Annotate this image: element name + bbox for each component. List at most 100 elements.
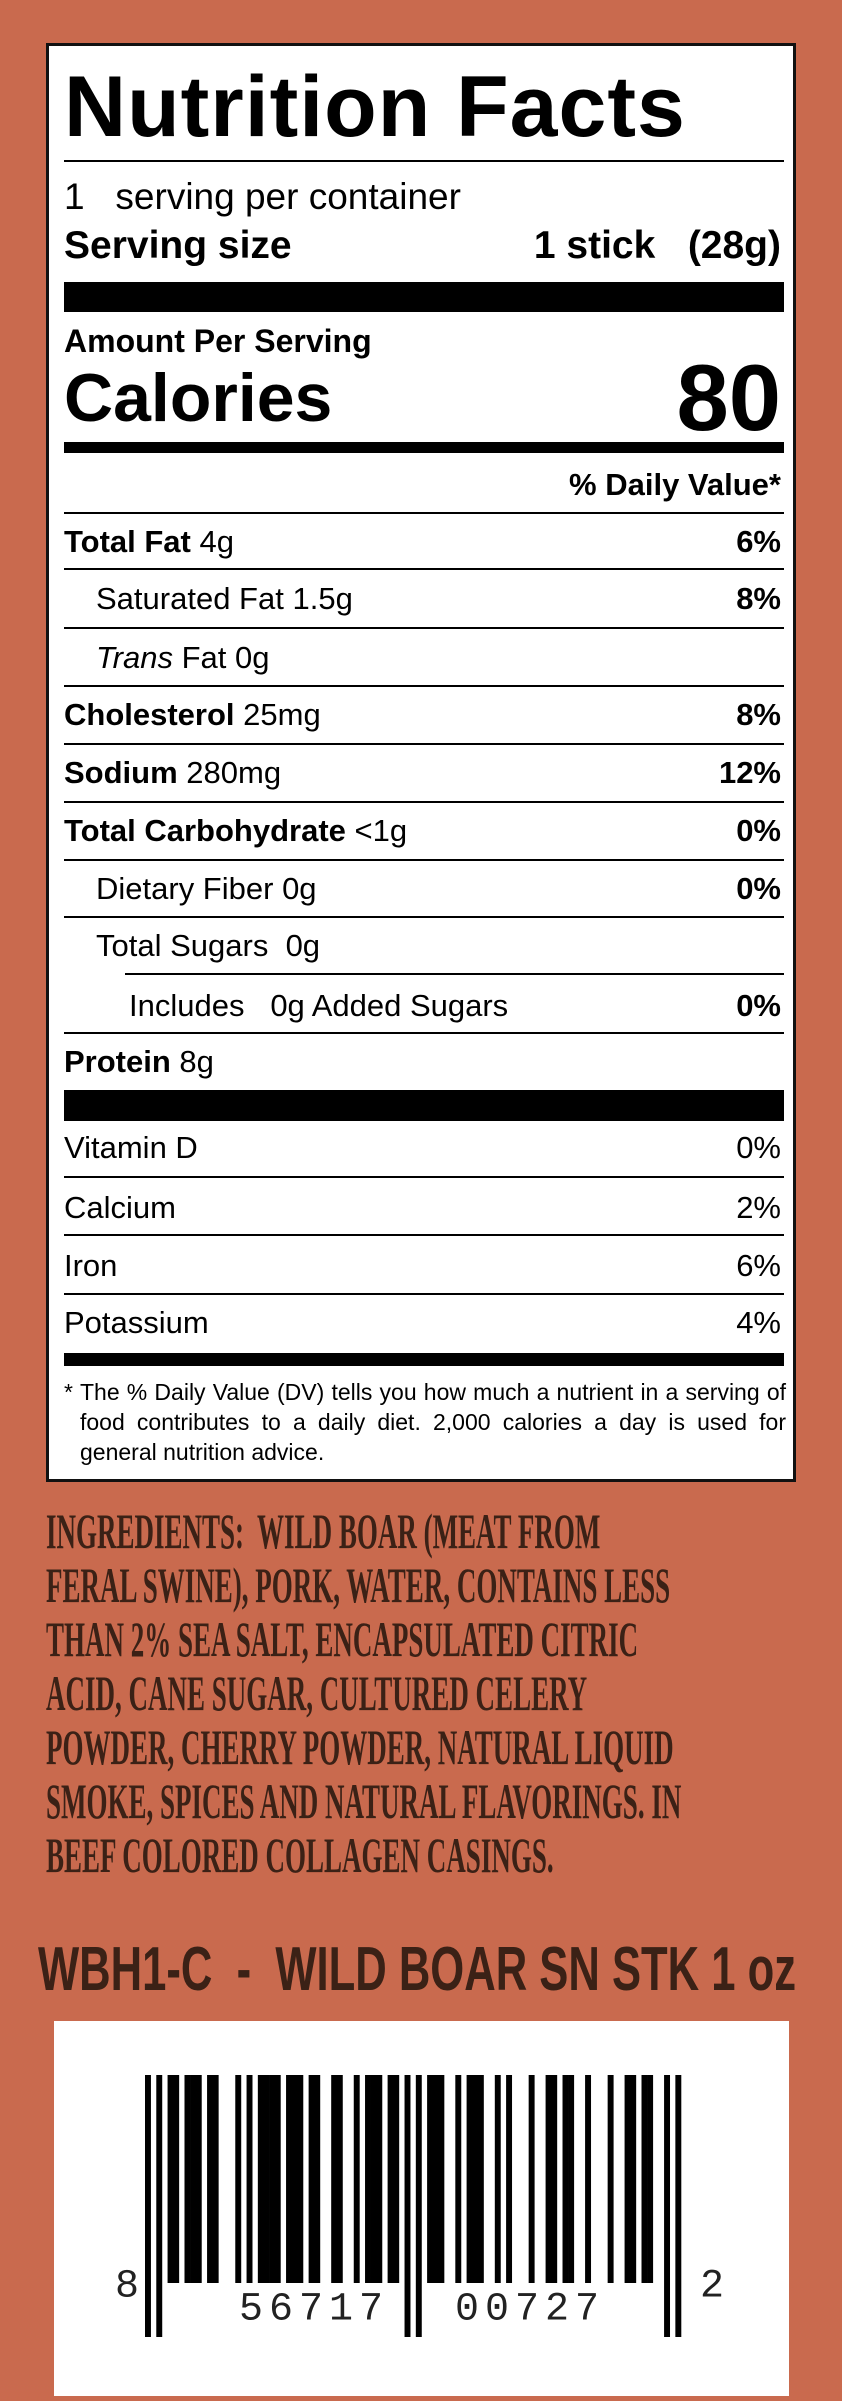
barcode-bar — [585, 2075, 592, 2283]
servings: 1 serving per container — [64, 177, 461, 217]
vitamin-name: Vitamin D — [64, 1130, 198, 1165]
barcode-digit: 8 — [115, 2265, 139, 2310]
barcode-bar — [184, 2075, 191, 2283]
nutrient-name: Sodium — [64, 755, 178, 790]
barcode-bar — [365, 2075, 371, 2283]
barcode-bar — [647, 2075, 654, 2283]
vitamin-name: Calcium — [64, 1190, 176, 1225]
nutrient-dv: 12% — [718, 755, 781, 790]
rule — [64, 568, 784, 570]
barcode-bar — [506, 2075, 513, 2283]
ingredients-line: ACID, CANE SUGAR, CULTURED CELERY — [46, 1665, 588, 1721]
barcode-bar — [455, 2075, 462, 2283]
rule — [64, 1032, 784, 1034]
barcode-bar — [438, 2075, 445, 2283]
rule — [125, 973, 784, 975]
barcode-bar — [393, 2075, 400, 2283]
nutrient-amount: 0g — [235, 640, 270, 675]
nutrition-panel: Nutrition Facts 1 serving per container … — [46, 43, 796, 1482]
nutrient-amount: 25mg — [243, 697, 321, 732]
barcode-digit: 2 — [700, 2265, 724, 2310]
rule — [64, 627, 784, 629]
barcode-bar — [246, 2075, 253, 2283]
nutrient-name: Includes — [129, 988, 245, 1023]
serving-size: 1 stick (28g) — [534, 226, 781, 266]
barcode-bar — [190, 2075, 197, 2283]
barcode-bar — [551, 2075, 558, 2283]
barcode-bar — [274, 2075, 281, 2283]
nutrient-name: Protein — [64, 1044, 171, 1079]
barcode-bar — [664, 2075, 671, 2337]
thick-bar — [64, 282, 784, 312]
rule — [64, 1176, 784, 1178]
rule — [64, 685, 784, 687]
barcode-bar — [630, 2075, 637, 2283]
barcode-digits: 56717 — [239, 2288, 389, 2333]
barcode-digits: 00727 — [455, 2288, 605, 2333]
barcode-bar — [297, 2075, 304, 2283]
barcode-bar — [235, 2075, 242, 2283]
ingredients-line: FERAL SWINE), PORK, WATER, CONTAINS LESS — [46, 1557, 671, 1613]
barcode-bar — [675, 2075, 682, 2337]
barcode-bar — [624, 2075, 631, 2283]
barcode-bar — [156, 2075, 163, 2337]
barcode-bar — [466, 2075, 473, 2283]
vitamin-dv: 4% — [736, 1305, 781, 1340]
rule — [64, 801, 784, 803]
rule — [64, 859, 784, 861]
nutrient-name: Total Fat — [64, 524, 191, 559]
servings-count: 1 — [64, 176, 85, 217]
nutrient-dv: 0% — [736, 871, 781, 906]
serving-size-grams: (28g) — [687, 224, 781, 267]
serving-size-value: 1 stick — [533, 224, 656, 267]
ingredients-line: POWDER, CHERRY POWDER, NATURAL LIQUID — [46, 1719, 674, 1775]
barcode-bar — [167, 2075, 174, 2283]
medium-bar — [64, 442, 784, 453]
nutrient-name: Cholesterol — [64, 697, 235, 732]
barcode-bar — [263, 2075, 270, 2283]
barcode-bar — [477, 2075, 484, 2283]
title: Nutrition Facts — [64, 59, 686, 155]
barcode-bar — [331, 2075, 338, 2283]
product-code: WBH1-C - WILD BOAR SN STK 1 oz — [38, 1935, 797, 2004]
nutrient-dv: 0% — [736, 988, 781, 1023]
vitamin-name: Iron — [64, 1248, 118, 1283]
nutrient-name: Total Sugars — [96, 928, 269, 963]
calories: 80 — [676, 345, 781, 450]
nutrient-amount: 280mg — [186, 755, 282, 790]
nutrient-amount: 4g — [199, 524, 234, 559]
barcode-bar — [257, 2075, 264, 2283]
rule — [64, 1234, 784, 1236]
footnote: The % Daily Value (DV) tells you how muc… — [80, 1379, 786, 1465]
rule — [64, 743, 784, 745]
barcode-bar — [387, 2075, 394, 2283]
barcode-bar — [353, 2075, 360, 2283]
nutrient-amount: 8g — [179, 1044, 214, 1079]
serving-size-label: Serving size — [64, 224, 292, 267]
barcode-bar — [494, 2075, 501, 2283]
barcode-bar — [607, 2075, 614, 2283]
daily-value-header: % Daily Value* — [569, 467, 781, 502]
nutrient-dv: 0% — [736, 813, 781, 848]
nutrient-amount: 0g Added Sugars — [270, 988, 509, 1023]
barcode-bar — [641, 2075, 648, 2283]
nutrient-dv: 8% — [736, 697, 781, 732]
barcode-bar — [207, 2075, 214, 2283]
nutrient-name: Fat — [181, 640, 227, 675]
nutrient-name: Saturated Fat — [96, 581, 284, 616]
barcode-bar — [212, 2075, 219, 2283]
rule — [64, 1293, 784, 1295]
ingredients-line: SMOKE, SPICES AND NATURAL FLAVORINGS. IN — [46, 1773, 682, 1829]
nutrient-amount: 1.5g — [292, 581, 353, 616]
barcode-bar — [308, 2075, 315, 2283]
ingredients-line: THAN 2% SEA SALT, ENCAPSULATED CITRIC — [46, 1611, 639, 1667]
rule — [64, 160, 784, 162]
thick-bar — [64, 1090, 784, 1121]
nutrient-name: Dietary Fiber — [96, 871, 274, 906]
barcode-bar — [472, 2075, 479, 2283]
barcode-bar — [370, 2075, 377, 2283]
calories-label: Calories — [64, 360, 333, 436]
barcode-bar — [404, 2075, 411, 2337]
